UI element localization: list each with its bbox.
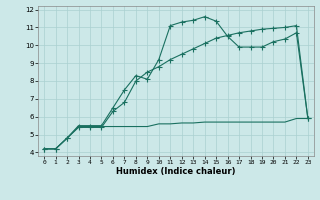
X-axis label: Humidex (Indice chaleur): Humidex (Indice chaleur) <box>116 167 236 176</box>
